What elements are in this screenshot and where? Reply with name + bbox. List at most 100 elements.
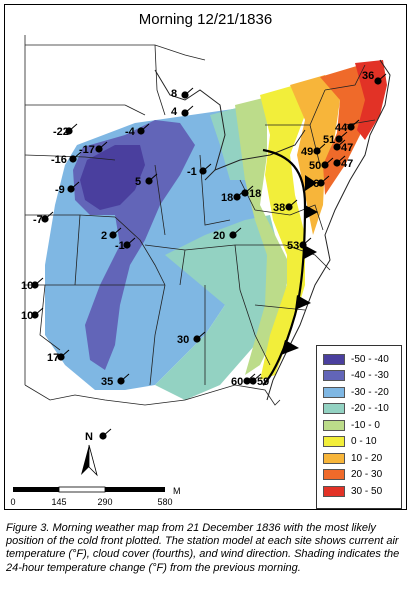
wind-barb — [324, 157, 334, 166]
legend-entry: 30 - 50 — [323, 483, 395, 500]
station-label: -22 — [53, 126, 69, 138]
cold-front-line — [262, 148, 307, 386]
map-canvas: 36 8 4 -22 -4 -17 -16 -9 5 -1 44 51 49 4… — [10, 35, 391, 507]
region-20-30 — [320, 65, 367, 195]
caption-text: Morning weather map from 21 December 183… — [6, 522, 400, 574]
region-minus-10-0 — [235, 97, 290, 375]
wind-barb — [34, 277, 44, 286]
station-label: 17 — [47, 352, 59, 364]
station-markers — [31, 73, 387, 440]
station-label: 10 — [21, 280, 33, 292]
wind-barb — [72, 151, 82, 160]
figure-label: Figure 3. — [6, 522, 50, 534]
region-10-20 — [290, 75, 340, 235]
station-label: 4 — [171, 106, 178, 118]
station-label: 49 — [301, 146, 313, 158]
wind-barb — [336, 139, 346, 148]
scale-bar: 0 145 290 580 M — [10, 486, 180, 507]
wind-barb — [350, 119, 360, 128]
station-label: 18 — [249, 188, 261, 200]
region-minus-20-10 — [155, 215, 280, 400]
front-triangle-1 — [305, 175, 317, 191]
wind-barb — [70, 181, 80, 190]
station-label: 47 — [341, 158, 353, 170]
wind-barb — [148, 173, 158, 182]
station-label: -7 — [33, 214, 43, 226]
station-labels: 36 8 4 -22 -4 -17 -16 -9 5 -1 44 51 49 4… — [21, 70, 374, 388]
legend-swatch — [323, 452, 345, 464]
scale-tick-label: 580 — [157, 497, 172, 507]
station-label: -9 — [55, 184, 65, 196]
scale-tick-label: 290 — [97, 497, 112, 507]
wind-barb — [252, 373, 262, 382]
legend-entry: -50 - -40 — [323, 351, 395, 368]
wind-barb — [140, 123, 150, 132]
wind-barb — [112, 227, 122, 236]
wind-barb — [288, 199, 298, 208]
region-0-10 — [260, 85, 305, 380]
wind-barb — [60, 349, 70, 358]
station-label: 8 — [171, 88, 177, 100]
wind-barb — [196, 331, 206, 340]
legend-entry: -10 - 0 — [323, 417, 395, 434]
scale-tick-label: 145 — [51, 497, 66, 507]
legend-swatch — [323, 386, 345, 398]
wind-barb — [320, 175, 330, 184]
station-label: 60 — [231, 376, 243, 388]
front-triangle-5 — [281, 340, 299, 355]
legend-swatch — [323, 469, 345, 481]
station-label: 59 — [257, 376, 269, 388]
wind-barb — [246, 373, 256, 382]
station-label: 18 — [221, 192, 233, 204]
wind-barb — [232, 227, 242, 236]
legend-entry: -20 - -10 — [323, 401, 395, 418]
station-label: 50 — [309, 160, 321, 172]
weather-map: 36 8 4 -22 -4 -17 -16 -9 5 -1 44 51 49 4… — [4, 4, 407, 510]
wind-barb — [202, 163, 212, 172]
legend-swatch — [323, 353, 345, 365]
legend: -50 - -40 -40 - -30 -30 - -20 -20 - -10 -10 … — [316, 345, 402, 509]
legend-entry: -40 - -30 — [323, 368, 395, 385]
wind-barb — [377, 73, 387, 82]
station-label: 2 — [101, 230, 107, 242]
wind-barb — [338, 131, 348, 140]
scale-tick-label: 0 — [10, 497, 15, 507]
north-label: N — [85, 431, 93, 443]
legend-label: -30 - -20 — [351, 386, 389, 398]
wind-barb — [44, 211, 54, 220]
front-triangle-4 — [295, 295, 311, 310]
station-label: -4 — [125, 126, 136, 138]
station-label: 36 — [307, 178, 319, 190]
legend-label: 30 - 50 — [351, 485, 383, 497]
wind-barb — [68, 123, 78, 132]
legend-label: -20 - -10 — [351, 403, 389, 415]
legend-label: -10 - 0 — [351, 419, 380, 431]
station-label: -16 — [51, 154, 67, 166]
wind-barb — [184, 105, 194, 114]
wind-barb — [102, 428, 112, 437]
station-label: 5 — [135, 176, 141, 188]
station-label: 30 — [177, 334, 189, 346]
legend-swatch — [323, 419, 345, 431]
legend-swatch — [323, 485, 345, 497]
wind-barb — [34, 307, 44, 316]
wind-barb — [336, 155, 346, 164]
region-minus-50-40 — [80, 145, 145, 210]
legend-label: -40 - -30 — [351, 370, 389, 382]
station-label: 47 — [341, 142, 353, 154]
station-label: 38 — [273, 202, 285, 214]
state-boundaries — [24, 35, 376, 406]
cold-front — [262, 148, 318, 386]
legend-label: 10 - 20 — [351, 452, 383, 464]
legend-entry: 0 - 10 — [323, 434, 395, 451]
legend-swatch — [323, 403, 345, 415]
wind-barb — [126, 237, 136, 246]
wind-barb — [244, 185, 254, 194]
legend-label: -50 - -40 — [351, 353, 389, 365]
legend-label: 0 - 10 — [351, 436, 377, 448]
station-label: 20 — [213, 230, 225, 242]
station-label: -1 — [115, 240, 125, 252]
figure-caption: Figure 3. Morning weather map from 21 De… — [6, 522, 406, 575]
station-label: 44 — [335, 122, 348, 134]
wind-barb — [184, 87, 194, 96]
